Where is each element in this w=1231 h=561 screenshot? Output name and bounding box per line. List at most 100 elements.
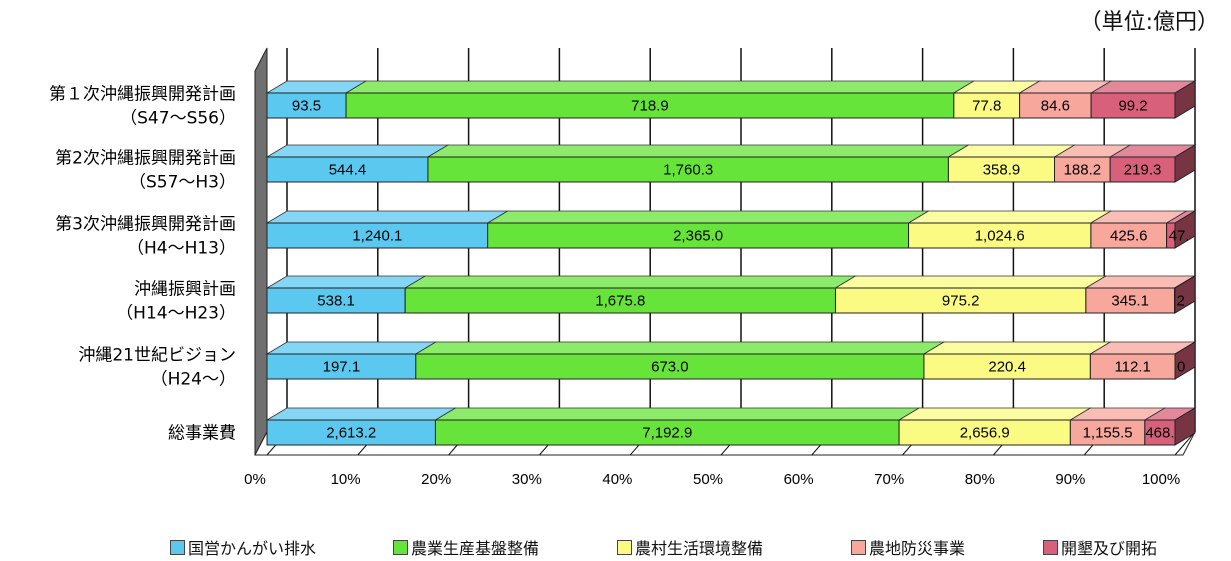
bar-top	[265, 144, 450, 158]
unit-label: （単位:億円）	[1079, 10, 1219, 35]
bar-segment	[1054, 156, 1111, 183]
bar-segment	[427, 156, 949, 183]
legend-item: 国営かんがい排水	[170, 536, 316, 558]
bar-top	[426, 144, 970, 158]
value-label: 673.0	[651, 359, 689, 376]
bar-segment	[487, 222, 910, 249]
x-tick-label: 20%	[421, 471, 451, 488]
x-tick-label: 40%	[602, 471, 632, 488]
value-label: 1,024.6	[975, 228, 1025, 245]
value-label: 93.5	[292, 98, 321, 115]
category-label: （S57～H3）	[129, 173, 236, 193]
x-tick-label: 90%	[1055, 471, 1085, 488]
bar-side	[1174, 210, 1196, 249]
legend-swatch	[393, 539, 408, 555]
value-label: 2,365.0	[673, 228, 723, 245]
value-label: 188.2	[1064, 162, 1102, 179]
legend-swatch	[851, 539, 866, 555]
bar-segment	[923, 353, 1091, 380]
x-tick-label: 60%	[784, 471, 814, 488]
value-label: 2	[1176, 293, 1184, 310]
category-label: （S47～S56）	[120, 109, 236, 129]
category-label: 第１次沖縄振興開発計画	[49, 85, 236, 105]
bar-segment	[266, 287, 406, 314]
bar-top	[433, 407, 921, 421]
legend-swatch	[170, 539, 185, 555]
category-label: （H4～H13）	[127, 239, 236, 259]
category-label: 総事業費	[168, 424, 236, 444]
category-label: 沖縄振興計画	[134, 280, 236, 300]
bar-segment	[266, 156, 429, 183]
x-tick-label: 70%	[874, 471, 904, 488]
legend-item: 農地防災事業	[851, 536, 965, 558]
x-tick-label: 100%	[1142, 471, 1180, 488]
value-label: 47.	[1169, 228, 1190, 245]
bar-segment	[1069, 419, 1146, 446]
legend-swatch	[617, 539, 632, 555]
legend-label: 農村生活環境整備	[635, 539, 764, 558]
bar-segment	[434, 419, 900, 446]
category-label: （H14～H23）	[116, 304, 236, 324]
bar-top	[265, 341, 438, 355]
value-label: 718.9	[631, 98, 669, 115]
bar-segment	[404, 287, 836, 314]
bar-top	[922, 341, 1112, 355]
bar-top	[897, 407, 1092, 421]
value-label: 99.2	[1118, 98, 1147, 115]
legend: 国営かんがい排水 農業生産基盤整備 農村生活環境整備 農地防災事業 開墾及び開拓	[0, 536, 1231, 558]
bar-segment	[266, 419, 436, 446]
value-label: 0	[1177, 359, 1185, 376]
bar-segment	[953, 92, 1021, 119]
value-label: 345.1	[1111, 293, 1149, 310]
legend-swatch	[1043, 539, 1058, 555]
value-label: 84.6	[1041, 98, 1070, 115]
bar-segment	[415, 353, 925, 380]
legend-item: 農村生活環境整備	[617, 536, 763, 558]
value-label: 544.4	[329, 162, 367, 179]
bar-side	[1174, 407, 1196, 446]
category-label: 沖縄21世紀ビジョン	[78, 346, 236, 366]
legend-label: 農業生産基盤整備	[411, 539, 540, 558]
bar-segment	[345, 92, 955, 119]
value-label: 1,760.3	[663, 162, 713, 179]
category-label: 第3次沖縄振興開発計画	[55, 215, 236, 235]
bar-top	[834, 275, 1108, 289]
bar-segment	[898, 419, 1071, 446]
value-label: 2,613.2	[326, 425, 376, 442]
bar-side	[1174, 341, 1196, 380]
bar-segment	[1089, 353, 1176, 380]
value-label: 220.4	[988, 359, 1026, 376]
value-label: 425.6	[1110, 228, 1148, 245]
x-tick-label: 0%	[244, 471, 266, 488]
bar-segment	[1090, 222, 1168, 249]
value-label: 112.1	[1114, 359, 1150, 376]
value-label: 2,656.9	[960, 425, 1010, 442]
bar-top	[344, 80, 976, 94]
bar-segment	[1090, 92, 1176, 119]
bar-top	[486, 210, 931, 224]
x-tick-label: 80%	[965, 471, 995, 488]
category-label: 第2次沖縄振興開発計画	[55, 149, 236, 169]
category-label: （H24～）	[151, 370, 236, 390]
value-label: 1,675.8	[595, 293, 645, 310]
value-label: 975.2	[942, 293, 980, 310]
legend-label: 国営かんがい排水	[188, 539, 317, 558]
legend-item: 農業生産基盤整備	[393, 536, 539, 558]
bar-top	[265, 407, 457, 421]
bar-top	[946, 144, 1076, 158]
value-label: 77.8	[972, 98, 1001, 115]
bar-side	[1174, 80, 1196, 119]
x-tick-label: 50%	[693, 471, 723, 488]
bar-segment	[266, 222, 489, 249]
value-label: 1,155.5	[1083, 425, 1133, 442]
legend-item: 開墾及び開拓	[1043, 536, 1157, 558]
legend-label: 農地防災事業	[869, 539, 966, 558]
x-tick-label: 30%	[512, 471, 542, 488]
floor-gridline	[1174, 431, 1196, 456]
value-label: 1,240.1	[352, 228, 402, 245]
bar-top	[265, 210, 510, 224]
bar-top	[414, 341, 946, 355]
legend-label: 開墾及び開拓	[1061, 539, 1158, 558]
bar-top	[265, 275, 427, 289]
